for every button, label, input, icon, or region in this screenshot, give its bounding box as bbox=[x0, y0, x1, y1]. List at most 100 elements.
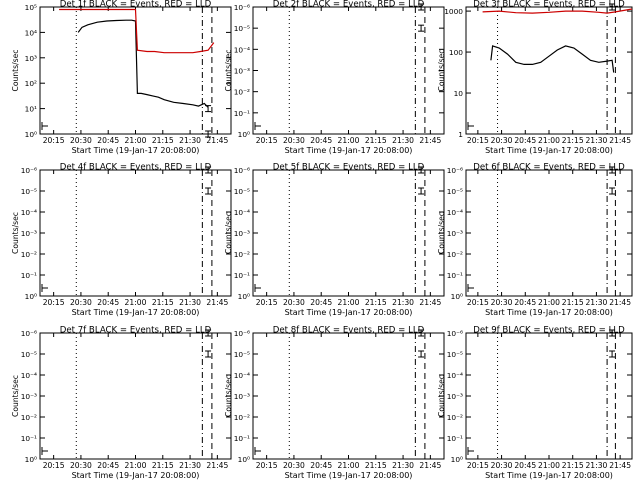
x-tick-label: 20:15 bbox=[256, 298, 278, 307]
chart-title: Det 5f BLACK = Events, RED = LLD bbox=[273, 163, 425, 173]
y-tick-label: 10⁻² bbox=[21, 413, 37, 422]
x-tick-label: 20:30 bbox=[283, 298, 305, 307]
y-tick-label: 10⁻³ bbox=[234, 392, 250, 401]
y-axis-label: Counts/sec bbox=[224, 212, 233, 254]
y-tick-label: 10⁰ bbox=[238, 130, 250, 139]
y-tick-label: 10⁻⁶ bbox=[234, 329, 250, 338]
y-tick-label: 10⁻⁵ bbox=[447, 187, 463, 196]
y-tick-label: 10⁰ bbox=[25, 455, 37, 464]
x-tick-label: 20:45 bbox=[310, 461, 332, 470]
x-tick-label: 20:30 bbox=[70, 298, 92, 307]
y-tick-label: 10⁻⁴ bbox=[21, 371, 37, 380]
x-tick-label: 20:45 bbox=[514, 298, 536, 307]
x-tick-label: 21:00 bbox=[538, 461, 560, 470]
x-tick-label: 21:00 bbox=[338, 136, 360, 145]
x-tick-label: 21:00 bbox=[538, 298, 560, 307]
x-tick-label: 21:00 bbox=[338, 298, 360, 307]
y-tick-label: 10⁻³ bbox=[234, 67, 250, 76]
x-tick-label: 21:45 bbox=[609, 461, 631, 470]
x-tick-label: 21:45 bbox=[419, 298, 441, 307]
y-tick-label: 10⁻⁶ bbox=[21, 166, 37, 175]
chart-title: Det 7f BLACK = Events, RED = LLD bbox=[60, 326, 212, 336]
y-axis-label: Counts/sec bbox=[437, 212, 446, 254]
y-tick-label: 10⁻⁵ bbox=[234, 24, 250, 33]
y-tick-label: 1000 bbox=[444, 7, 463, 16]
y-tick-label: 10⁻¹ bbox=[234, 109, 250, 118]
y-tick-label: 10⁰ bbox=[25, 292, 37, 301]
chart-panel-1: Det 1f BLACK = Events, RED = LLD 20:15 20:… bbox=[11, 0, 232, 155]
chart-title: Det 2f BLACK = Events, RED = LLD bbox=[273, 0, 425, 10]
y-tick-label: 10⁻² bbox=[234, 88, 250, 97]
y-axis-label: Counts/sec bbox=[437, 50, 446, 92]
y-tick-label: 10⁻¹ bbox=[447, 271, 463, 280]
x-tick-label: 20:15 bbox=[467, 298, 489, 307]
y-tick-label: 10⁰ bbox=[25, 130, 37, 139]
chart-panel-5: Det 5f BLACK = Events, RED = LLD 20:15 20:… bbox=[224, 163, 445, 317]
x-tick-label: 21:00 bbox=[538, 136, 560, 145]
x-tick-label: 21:45 bbox=[419, 461, 441, 470]
x-axis-label: Start Time (19-Jan-17 20:08:00) bbox=[72, 471, 200, 480]
y-axis-label: Counts/sec bbox=[224, 50, 233, 92]
y-tick-label: 10⁻² bbox=[234, 413, 250, 422]
y-tick-label: 10⁻⁶ bbox=[234, 3, 250, 12]
x-tick-label: 20:15 bbox=[467, 136, 489, 145]
chart-panel-2: Det 2f BLACK = Events, RED = LLD 20:15 20:… bbox=[224, 0, 445, 155]
y-tick-label: 10⁻⁵ bbox=[21, 350, 37, 359]
x-tick-label: 20:30 bbox=[283, 461, 305, 470]
y-axis-label: Counts/sec bbox=[11, 212, 20, 254]
x-tick-label: 21:15 bbox=[152, 298, 174, 307]
y-tick-label: 100 bbox=[449, 48, 463, 57]
x-tick-label: 21:45 bbox=[206, 298, 228, 307]
y-axis-label: Counts/sec bbox=[437, 375, 446, 417]
y-tick-label: 10⁻⁶ bbox=[447, 166, 463, 175]
y-tick-label: 10⁻³ bbox=[21, 392, 37, 401]
y-tick-label: 10⁰ bbox=[238, 455, 250, 464]
y-tick-label: 10⁻¹ bbox=[234, 271, 250, 280]
y-tick-label: 10⁻² bbox=[21, 250, 37, 259]
y-tick-label: 10⁻² bbox=[447, 250, 463, 259]
y-tick-label: 10⁻⁴ bbox=[234, 208, 250, 217]
x-tick-label: 21:30 bbox=[585, 136, 607, 145]
y-tick-label: 10⁰ bbox=[238, 292, 250, 301]
y-tick-label: 10⁻¹ bbox=[21, 434, 37, 443]
x-axis-label: Start Time (19-Jan-17 20:08:00) bbox=[72, 308, 200, 317]
x-tick-label: 21:15 bbox=[152, 136, 174, 145]
x-tick-label: 20:45 bbox=[97, 461, 119, 470]
y-tick-label: 10⁻⁶ bbox=[447, 329, 463, 338]
y-axis-label: Counts/sec bbox=[224, 375, 233, 417]
x-tick-label: 21:15 bbox=[562, 136, 584, 145]
x-tick-label: 21:45 bbox=[206, 136, 228, 145]
y-tick-label: 10⁻² bbox=[447, 413, 463, 422]
y-tick-label: 10⁻¹ bbox=[234, 434, 250, 443]
x-tick-label: 21:15 bbox=[562, 461, 584, 470]
y-tick-label: 10⁻² bbox=[234, 250, 250, 259]
y-tick-label: 10⁻⁴ bbox=[234, 371, 250, 380]
y-tick-label: 10⁻⁴ bbox=[447, 371, 463, 380]
y-tick-label: 10⁻⁵ bbox=[21, 187, 37, 196]
x-tick-label: 20:45 bbox=[514, 461, 536, 470]
chart-title: Det 1f BLACK = Events, RED = LLD bbox=[60, 0, 212, 10]
x-tick-label: 20:15 bbox=[256, 461, 278, 470]
x-tick-label: 21:45 bbox=[206, 461, 228, 470]
y-tick-label: 10 bbox=[454, 89, 464, 98]
y-axis-label: Counts/sec bbox=[11, 375, 20, 417]
y-tick-label: 10⁻⁶ bbox=[234, 166, 250, 175]
x-tick-label: 20:30 bbox=[70, 461, 92, 470]
x-axis-label: Start Time (19-Jan-17 20:08:00) bbox=[485, 471, 613, 480]
y-tick-label: 10⁵ bbox=[25, 3, 37, 12]
x-tick-label: 20:30 bbox=[491, 136, 513, 145]
x-tick-label: 21:30 bbox=[392, 136, 414, 145]
y-tick-label: 10⁰ bbox=[451, 455, 463, 464]
series-events-line bbox=[490, 45, 615, 73]
x-axis-label: Start Time (19-Jan-17 20:08:00) bbox=[485, 308, 613, 317]
x-tick-label: 21:15 bbox=[562, 298, 584, 307]
y-tick-label: 10⁻⁵ bbox=[234, 350, 250, 359]
series-events-line bbox=[77, 19, 209, 108]
y-axis-label: Counts/sec bbox=[11, 50, 20, 92]
x-tick-label: 21:30 bbox=[392, 461, 414, 470]
x-tick-label: 20:15 bbox=[43, 461, 65, 470]
y-tick-label: 10⁴ bbox=[25, 28, 37, 37]
x-tick-label: 20:30 bbox=[491, 298, 513, 307]
